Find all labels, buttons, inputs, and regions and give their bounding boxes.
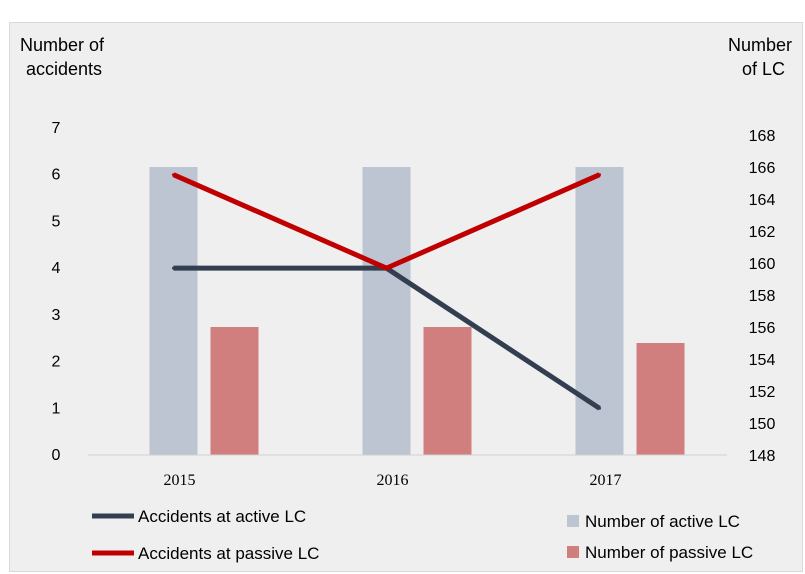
point-passive-2015	[172, 173, 175, 177]
y-right-tick-150: 150	[749, 416, 776, 433]
y-left-tick-3: 3	[52, 307, 61, 324]
y-right-tick-154: 154	[749, 352, 776, 369]
legend-label-accidents-passive: Accidents at passive LC	[138, 544, 319, 563]
y-left-tick-7: 7	[52, 120, 61, 137]
bar-active-2017	[575, 167, 624, 455]
y-axis-right-label-line-2: of LC	[742, 59, 786, 79]
point-passive-2016	[385, 266, 388, 270]
y-left-tick-6: 6	[52, 167, 61, 184]
legend-bar-swatch-active	[567, 515, 579, 527]
y-right-tick-168: 168	[749, 128, 776, 145]
y-axis-left-label-line-2: accidents	[26, 59, 103, 79]
x-tick-2017: 2017	[590, 472, 622, 489]
point-active-2015	[172, 266, 175, 270]
y-right-tick-166: 166	[749, 160, 776, 177]
y-axis-left-label: Number of accidents	[20, 33, 104, 81]
y-axis-right-label-line-1: Number	[728, 35, 793, 55]
y-left-tick-0: 0	[52, 447, 61, 464]
bar-active-2016	[362, 167, 411, 455]
y-left-tick-4: 4	[52, 260, 61, 277]
y-axis-left-label-line-1: Number of	[20, 35, 105, 55]
point-passive-2017	[598, 173, 601, 177]
y-right-tick-158: 158	[749, 288, 776, 305]
y-right-tick-162: 162	[749, 224, 776, 241]
legend-bar-swatch-passive	[567, 546, 579, 558]
y-right-tick-156: 156	[749, 320, 776, 337]
y-right-tick-164: 164	[749, 192, 776, 209]
bar-passive-2016	[423, 327, 472, 455]
y-right-tick-148: 148	[749, 448, 776, 465]
y-axis-right-label: Number of LC	[728, 33, 792, 81]
legend-label-accidents-active: Accidents at active LC	[138, 507, 306, 526]
bar-passive-2017	[636, 343, 685, 455]
y-left-tick-1: 1	[52, 400, 61, 417]
point-active-2017	[598, 406, 601, 410]
y-left-tick-2: 2	[52, 354, 61, 371]
y-left-tick-5: 5	[52, 213, 61, 230]
bar-passive-2015	[210, 327, 259, 455]
legend-label-number-passive: Number of passive LC	[585, 543, 753, 562]
bar-active-2015	[149, 167, 198, 455]
y-right-tick-160: 160	[749, 256, 776, 273]
legend-label-number-active: Number of active LC	[585, 512, 740, 531]
x-tick-2016: 2016	[377, 472, 409, 489]
y-right-tick-152: 152	[749, 384, 776, 401]
x-tick-2015: 2015	[164, 472, 196, 489]
